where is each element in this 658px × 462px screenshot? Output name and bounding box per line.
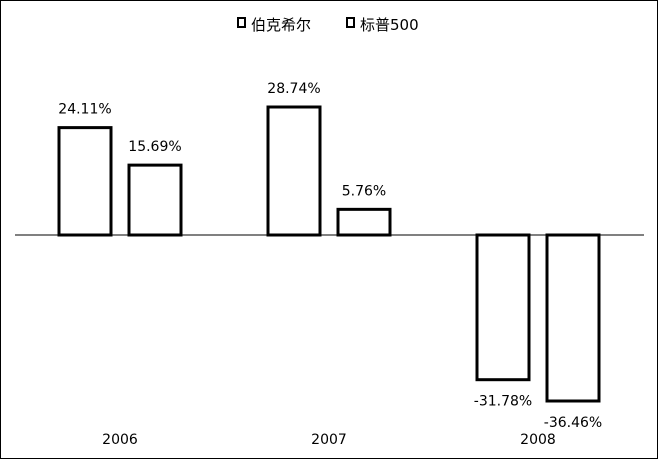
data-label-series-2-2006: 15.69% <box>128 139 181 155</box>
bar-series-1-2008 <box>475 233 531 382</box>
legend-label-series-1: 伯克希尔 <box>251 16 311 34</box>
data-label-series-2-2007: 5.76% <box>342 183 386 199</box>
bar-series-2-2007 <box>336 207 392 237</box>
legend: 伯克希尔 标普500 <box>237 16 419 34</box>
data-label-series-2-2008: -36.46% <box>544 415 602 431</box>
legend-swatch-series-1 <box>237 17 246 28</box>
data-label-series-1-2006: 24.11% <box>58 102 111 118</box>
data-labels-group: 24.11% 15.69% 28.74% 5.76% -31.78% -36.46% <box>58 81 602 431</box>
bar-series-1-2007 <box>266 105 322 237</box>
bars-group <box>57 105 601 403</box>
bar-series-2-2008 <box>545 233 601 403</box>
x-tick-label-2007: 2007 <box>311 432 347 448</box>
legend-label-series-2: 标普500 <box>360 16 419 34</box>
bar-series-1-2006 <box>57 126 113 237</box>
x-axis-tick-labels: 2006 2007 2008 <box>102 432 556 448</box>
x-tick-label-2008: 2008 <box>520 432 556 448</box>
data-label-series-1-2008: -31.78% <box>474 394 532 410</box>
legend-swatch-series-2 <box>346 17 355 28</box>
x-tick-label-2006: 2006 <box>102 432 138 448</box>
data-label-series-1-2007: 28.74% <box>267 81 320 97</box>
bar-series-2-2006 <box>127 163 183 237</box>
